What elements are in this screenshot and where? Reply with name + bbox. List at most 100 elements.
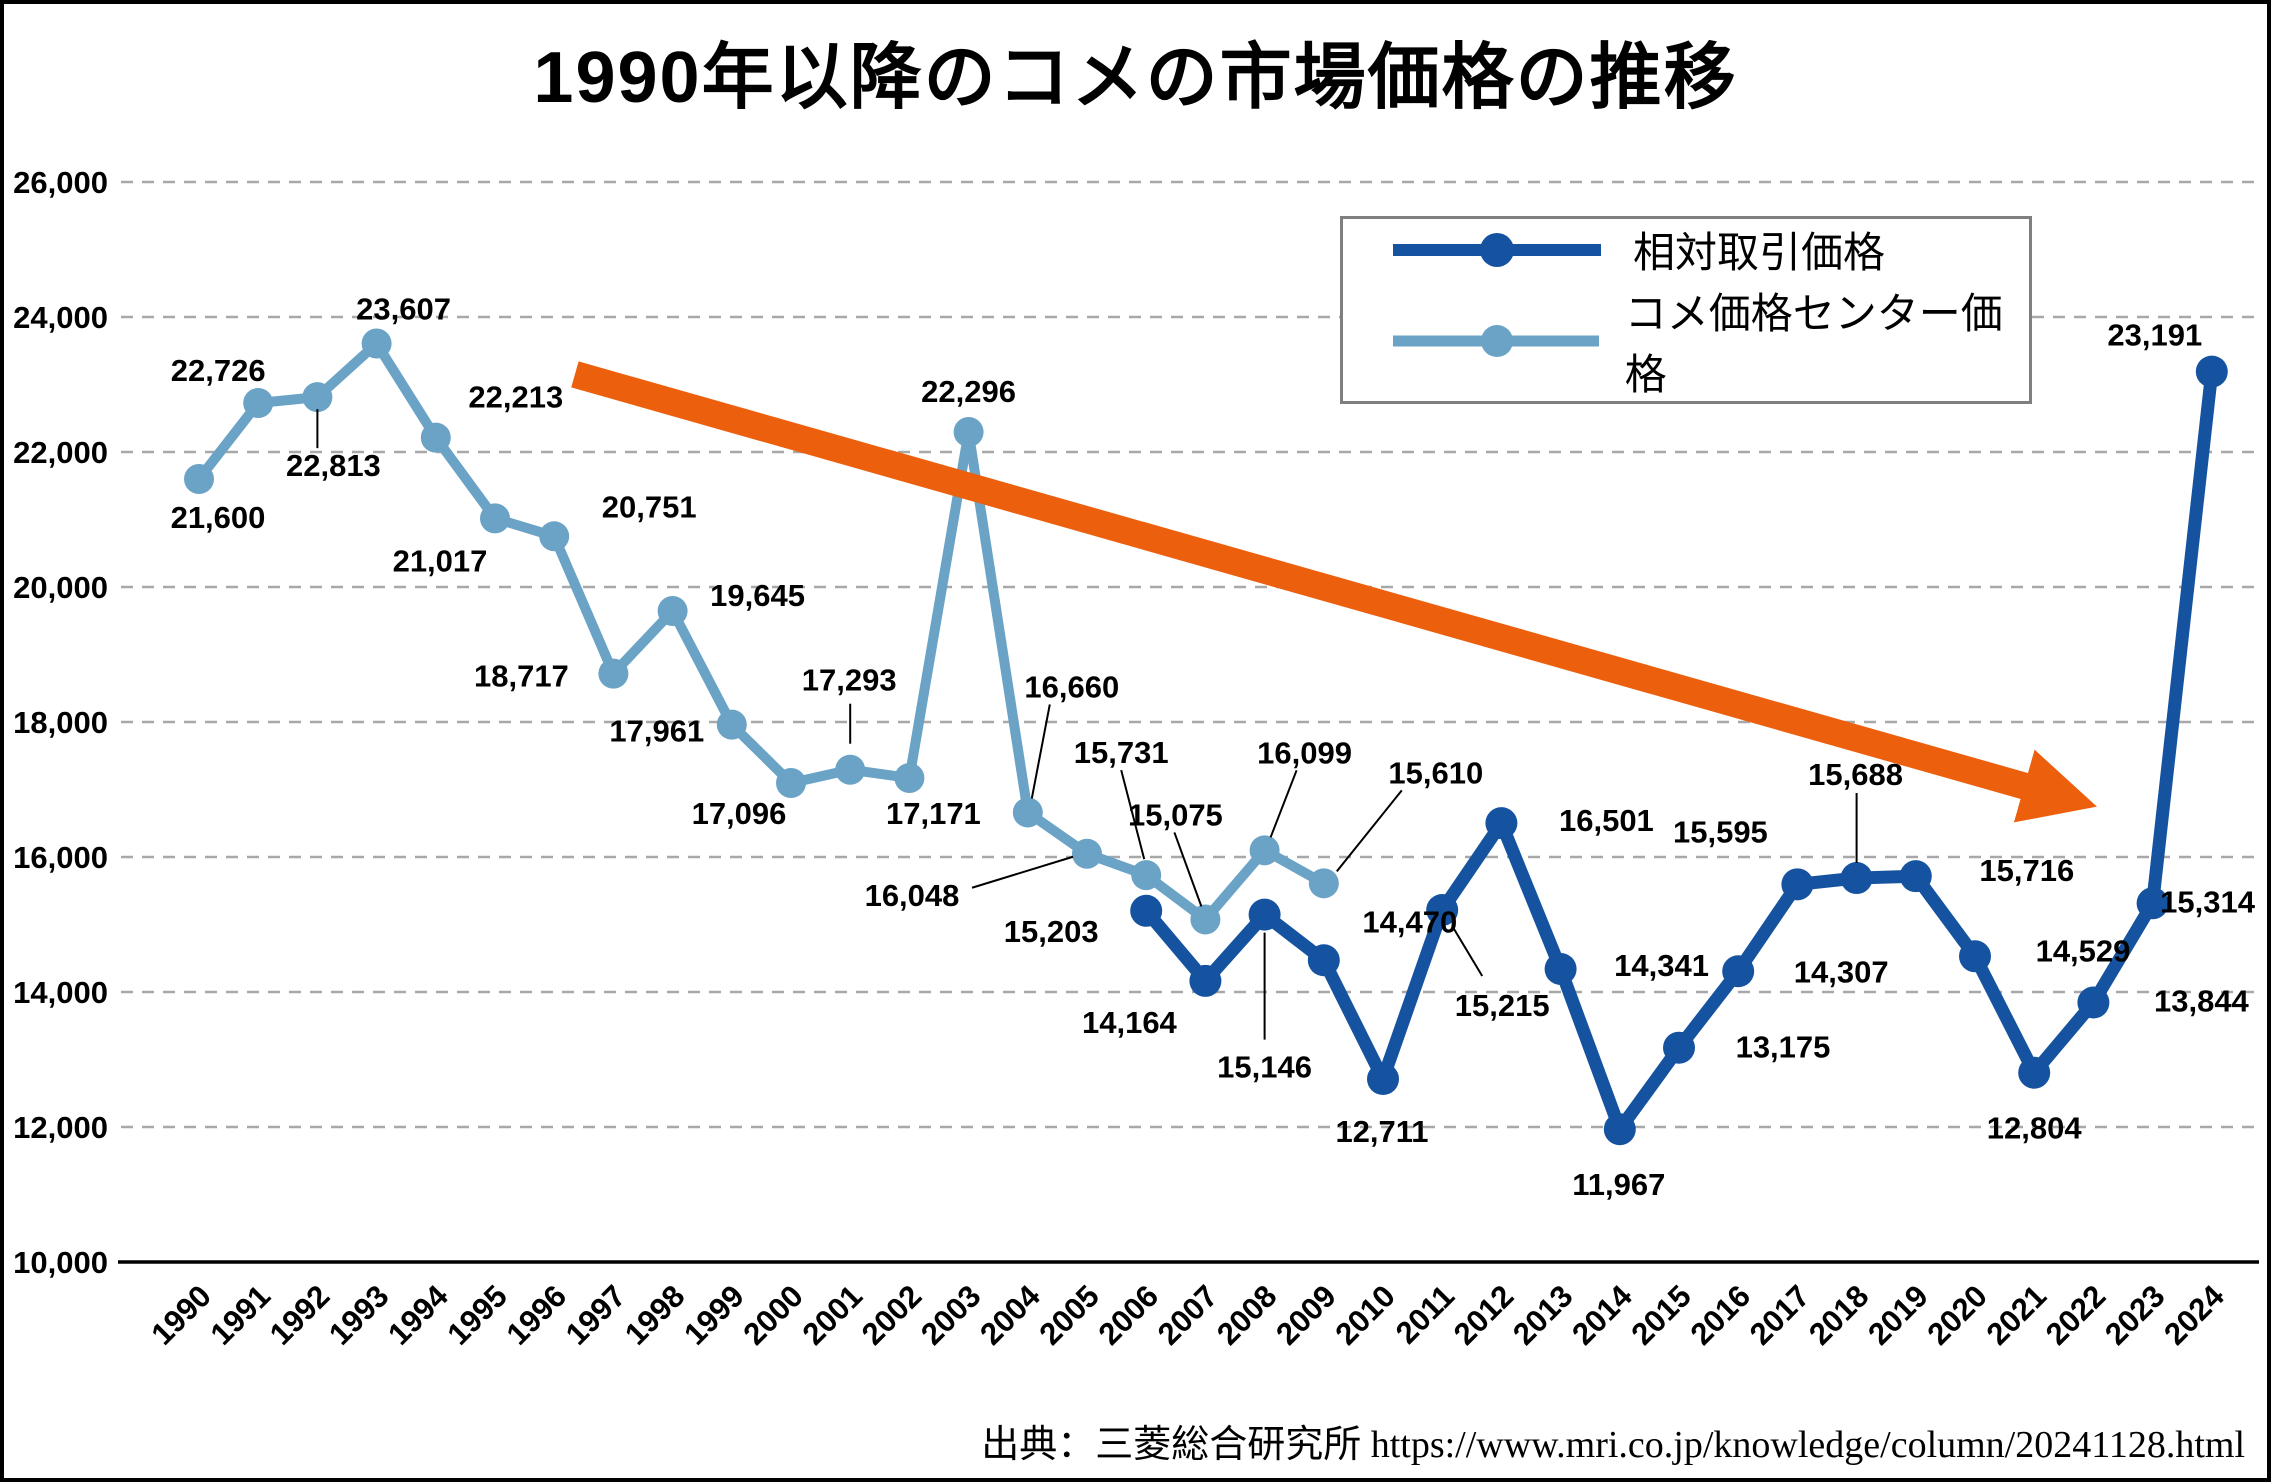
x-tick-label: 2010 xyxy=(1328,1278,1402,1352)
data-point-aitai-torihiki xyxy=(1367,1063,1399,1096)
data-point-label: 14,529 xyxy=(2036,933,2131,968)
legend-label-aitai-torihiki: 相対取引価格 xyxy=(1633,229,1886,276)
data-point-label: 14,470 xyxy=(1362,904,1457,939)
label-leader-line xyxy=(1451,925,1484,977)
data-point-label: 16,660 xyxy=(1024,669,1119,704)
data-point-label: 18,717 xyxy=(474,659,569,694)
data-point-aitai-torihiki xyxy=(1603,1113,1636,1146)
data-point-label: 16,099 xyxy=(1257,735,1352,770)
data-point-aitai-torihiki xyxy=(1781,868,1814,901)
data-point-aitai-torihiki xyxy=(2136,887,2169,920)
data-point-kome-center xyxy=(361,328,392,359)
y-tick-label: 14,000 xyxy=(13,975,108,1010)
data-point-label: 17,171 xyxy=(886,796,981,831)
label-leader-line xyxy=(1173,832,1203,907)
x-tick-label: 2002 xyxy=(855,1278,929,1352)
data-point-label: 15,610 xyxy=(1388,755,1483,790)
data-point-label: 22,726 xyxy=(171,353,266,388)
data-point-kome-center xyxy=(1072,838,1102,869)
data-point-aitai-torihiki xyxy=(2077,986,2110,1019)
data-point-label: 17,293 xyxy=(802,663,897,698)
legend-marker-dark-line-icon xyxy=(1393,232,1601,267)
data-point-label: 19,645 xyxy=(710,578,805,613)
x-tick-label: 2015 xyxy=(1624,1278,1698,1352)
y-tick-label: 26,000 xyxy=(13,165,108,200)
data-point-label: 15,731 xyxy=(1074,735,1169,770)
data-point-label: 17,096 xyxy=(692,796,787,831)
data-point-label: 11,967 xyxy=(1572,1167,1665,1202)
data-point-aitai-torihiki xyxy=(1544,952,1577,985)
data-point-label: 15,203 xyxy=(1004,914,1099,949)
data-point-kome-center xyxy=(1308,868,1339,899)
data-point-label: 15,215 xyxy=(1455,988,1550,1023)
label-leader-line xyxy=(1120,769,1146,860)
x-tick-label: 1997 xyxy=(559,1278,633,1352)
data-point-label: 15,688 xyxy=(1808,757,1903,792)
data-point-label: 13,175 xyxy=(1736,1030,1831,1065)
x-tick-label: 2019 xyxy=(1861,1278,1935,1352)
x-tick-label: 1993 xyxy=(322,1278,396,1352)
data-point-label: 22,813 xyxy=(286,448,381,483)
data-point-label: 15,314 xyxy=(2160,884,2256,919)
x-tick-label: 1992 xyxy=(263,1278,337,1352)
x-tick-label: 2016 xyxy=(1684,1278,1758,1352)
legend-item-aitai-torihiki: 相対取引価格 xyxy=(1387,219,2029,280)
x-tick-label: 2013 xyxy=(1506,1278,1580,1352)
data-point-kome-center xyxy=(420,422,451,453)
data-point-aitai-torihiki xyxy=(1130,894,1163,927)
data-point-kome-center xyxy=(598,658,629,689)
legend-label-kome-center: コメ価格センター価格 xyxy=(1624,290,2003,398)
y-tick-label: 18,000 xyxy=(13,705,108,740)
x-tick-label: 2024 xyxy=(2157,1278,2231,1352)
data-point-label: 21,017 xyxy=(393,543,488,578)
legend-item-kome-center: コメ価格センター価格 xyxy=(1387,280,2029,402)
data-point-kome-center xyxy=(480,503,510,534)
data-point-kome-center xyxy=(243,387,274,418)
data-point-aitai-torihiki xyxy=(1899,860,1932,893)
x-tick-label: 2011 xyxy=(1389,1278,1461,1350)
y-tick-label: 16,000 xyxy=(13,840,108,875)
y-tick-label: 12,000 xyxy=(13,1110,108,1145)
x-tick-label: 2017 xyxy=(1743,1278,1817,1352)
data-point-aitai-torihiki xyxy=(1722,955,1755,988)
x-tick-label: 2000 xyxy=(736,1278,810,1352)
data-point-label: 15,146 xyxy=(1217,1050,1312,1085)
y-tick-label: 22,000 xyxy=(13,435,108,470)
label-leader-line xyxy=(1030,704,1051,799)
x-tick-label: 1994 xyxy=(381,1278,455,1352)
data-point-aitai-torihiki xyxy=(1426,893,1459,926)
x-tick-label: 1990 xyxy=(144,1278,218,1352)
data-point-label: 21,600 xyxy=(171,500,266,535)
data-point-kome-center xyxy=(302,382,333,413)
data-point-label: 15,716 xyxy=(1979,853,2074,888)
x-tick-label: 2009 xyxy=(1269,1278,1343,1352)
source-note: 出典：三菱総合研究所 https://www.mri.co.jp/knowled… xyxy=(981,1424,2245,1466)
data-point-aitai-torihiki xyxy=(1959,940,1991,973)
x-tick-label: 2022 xyxy=(2039,1278,2113,1352)
data-point-label: 16,501 xyxy=(1559,803,1654,838)
data-point-label: 20,751 xyxy=(602,489,697,524)
x-tick-label: 2023 xyxy=(2098,1278,2172,1352)
data-point-label: 14,341 xyxy=(1614,948,1709,983)
x-tick-label: 1995 xyxy=(440,1278,514,1352)
data-point-aitai-torihiki xyxy=(1663,1031,1695,1064)
data-point-aitai-torihiki xyxy=(1307,944,1340,977)
data-point-label: 23,607 xyxy=(356,292,451,327)
data-point-label: 12,804 xyxy=(1987,1111,2083,1146)
data-point-aitai-torihiki xyxy=(1248,898,1281,931)
x-tick-label: 2007 xyxy=(1151,1278,1225,1352)
data-point-label: 22,296 xyxy=(921,374,1016,409)
data-point-label: 12,711 xyxy=(1335,1114,1428,1149)
data-point-label: 14,307 xyxy=(1794,954,1889,989)
x-tick-label: 2005 xyxy=(1032,1278,1106,1352)
trend-arrow xyxy=(571,361,2097,823)
x-tick-label: 2012 xyxy=(1447,1278,1521,1352)
data-point-label: 23,191 xyxy=(2107,318,2202,353)
label-leader-line xyxy=(971,855,1074,889)
x-tick-label: 2001 xyxy=(796,1278,870,1352)
x-tick-label: 1996 xyxy=(500,1278,574,1352)
label-leader-line xyxy=(1336,789,1403,872)
x-tick-label: 2006 xyxy=(1092,1278,1166,1352)
x-tick-label: 2014 xyxy=(1565,1278,1639,1352)
x-tick-label: 1999 xyxy=(677,1278,751,1352)
